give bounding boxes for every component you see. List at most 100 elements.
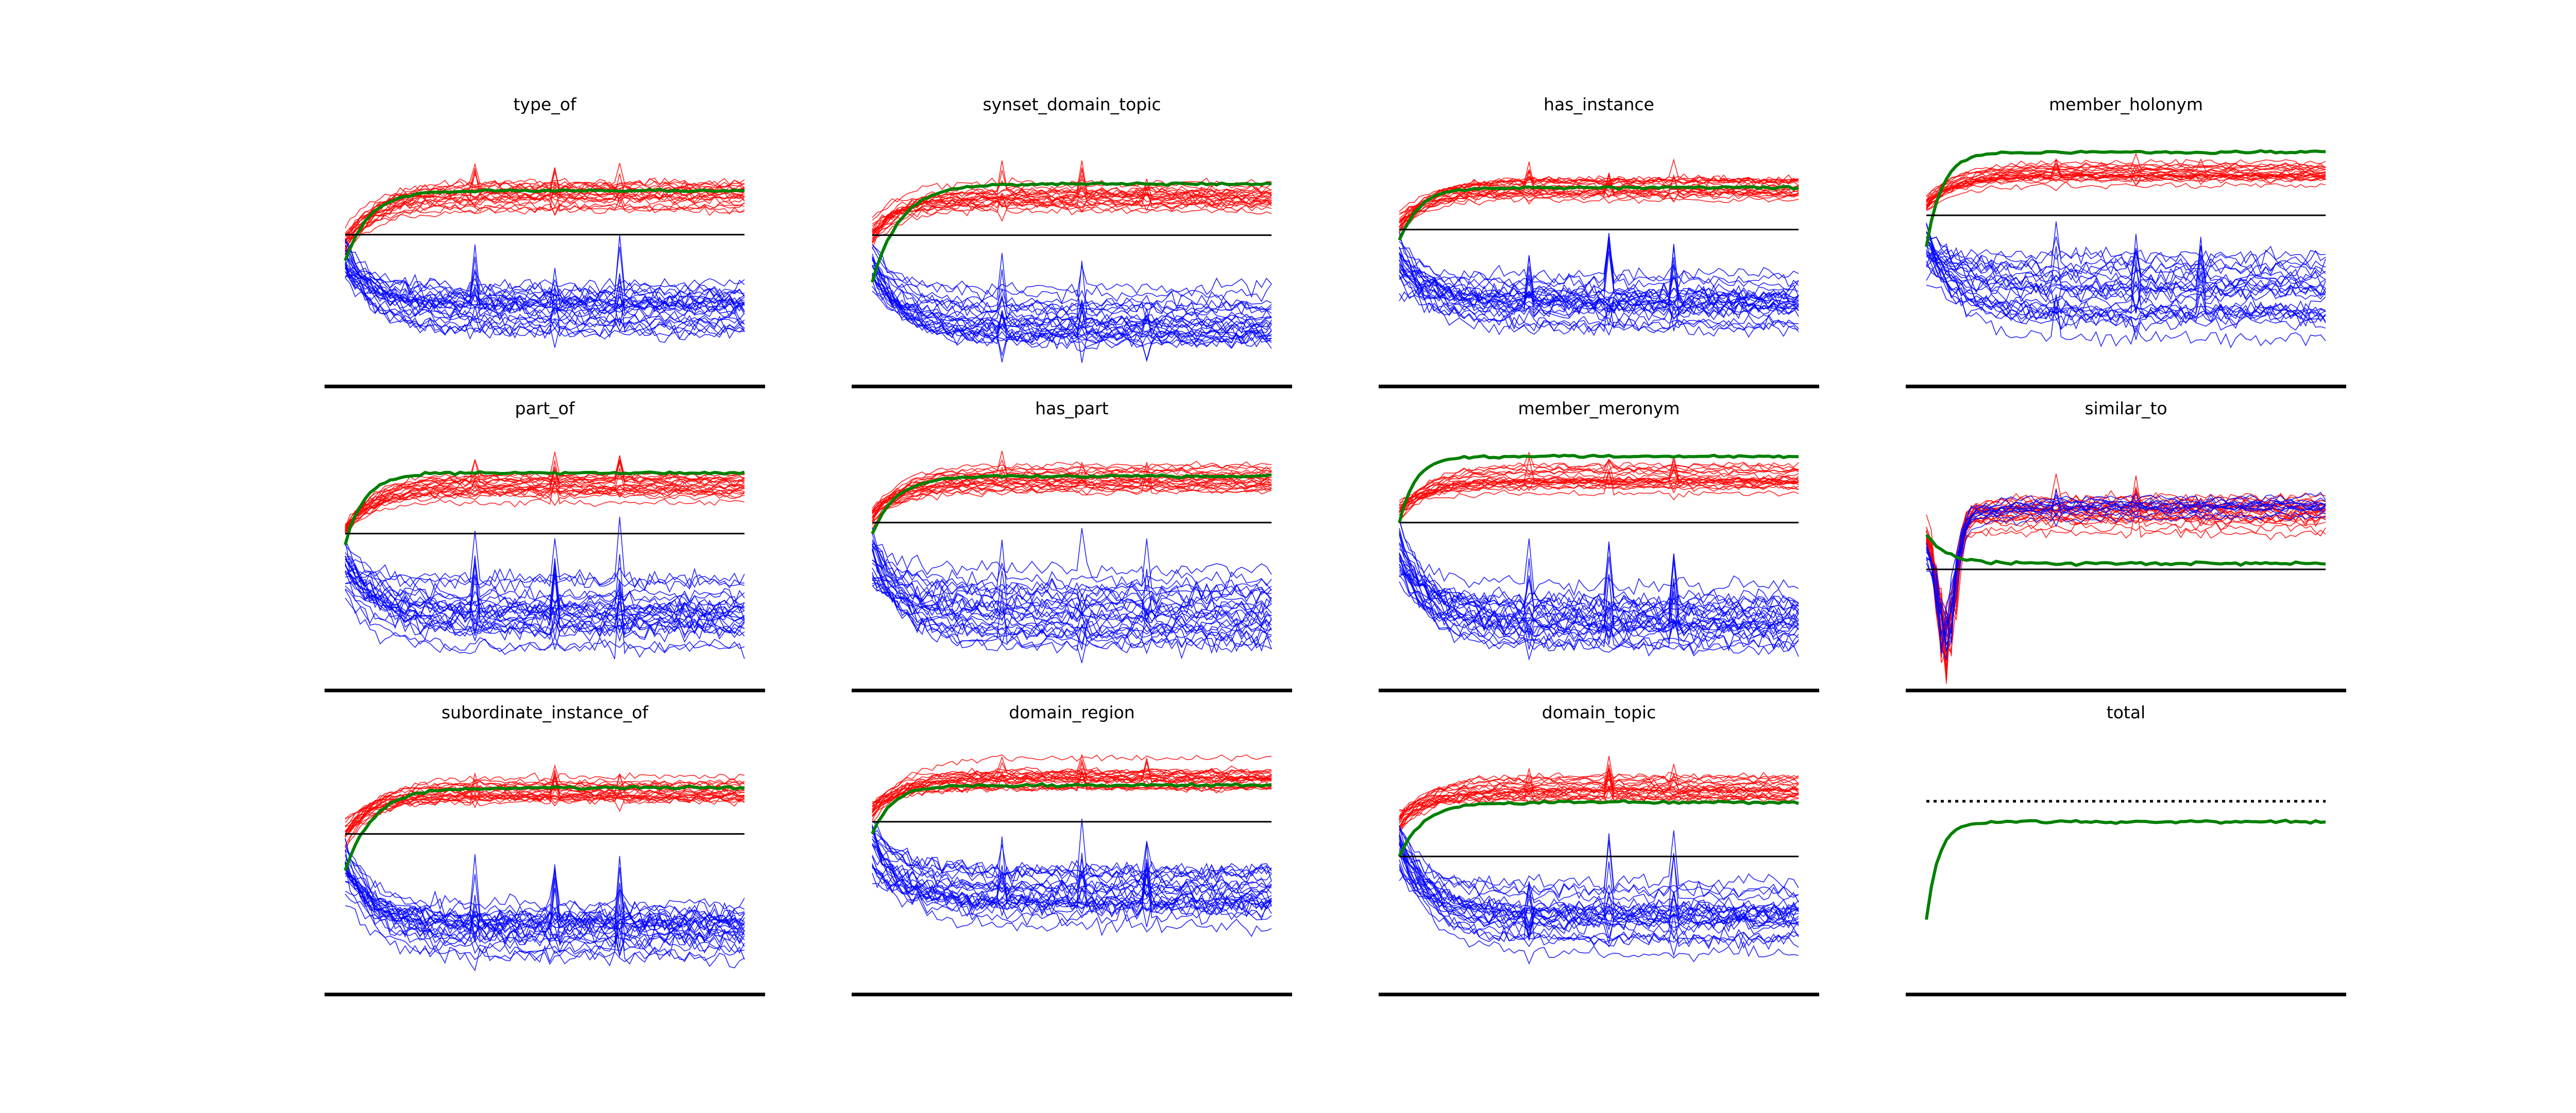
- red-series-line: [1926, 163, 2326, 196]
- red-series-line: [872, 182, 1272, 234]
- panel-title: subordinate_instance_of: [442, 702, 649, 722]
- red-series-line: [1926, 522, 2326, 671]
- green-mean-line: [1398, 453, 1799, 524]
- blue-series-line: [1399, 267, 1799, 307]
- red-series-line: [1399, 466, 1799, 519]
- red-series-line: [872, 189, 1272, 237]
- blue-series-line: [1926, 490, 2326, 660]
- panel-title: domain_region: [1009, 702, 1134, 722]
- red-series-line: [1399, 773, 1799, 820]
- red-series-line: [1399, 788, 1799, 822]
- red-series-line: [1399, 774, 1799, 817]
- blue-series-line: [1926, 492, 2326, 637]
- red-series-line: [1926, 504, 2326, 634]
- blue-series-line: [345, 558, 745, 623]
- red-series-line: [872, 772, 1272, 816]
- blue-series-line: [872, 528, 1272, 591]
- red-series-line: [345, 451, 745, 532]
- red-series-line: [1399, 471, 1799, 513]
- blue-series-line: [1399, 245, 1799, 303]
- blue-series-line: [1926, 224, 2326, 320]
- red-series-line: [345, 791, 745, 846]
- red-series-line: [1399, 768, 1799, 819]
- blue-series-line: [872, 826, 1272, 937]
- blue-series-line: [1926, 236, 2326, 340]
- blue-series-line: [345, 582, 745, 637]
- blue-series-line: [1399, 869, 1799, 940]
- red-series-line: [872, 177, 1272, 221]
- green-mean-line: [871, 181, 1272, 283]
- blue-series-line: [1399, 563, 1799, 644]
- blue-series-line: [872, 539, 1272, 615]
- blue-series-line: [1399, 275, 1799, 318]
- blue-series-line: [872, 539, 1272, 634]
- blue-series-line: [1926, 249, 2326, 310]
- blue-series-line: [1926, 222, 2326, 292]
- blue-series-line: [345, 881, 745, 937]
- red-series-line: [345, 481, 745, 530]
- red-series-line: [872, 762, 1272, 813]
- red-series-line: [872, 462, 1272, 512]
- blue-series-line: [872, 872, 1272, 900]
- blue-series-line: [1399, 519, 1799, 618]
- panel-title: domain_topic: [1542, 702, 1656, 722]
- green-mean-line: [344, 470, 745, 546]
- red-series-line: [345, 461, 745, 531]
- blue-series-line: [1926, 221, 2326, 279]
- blue-series-line: [1399, 850, 1799, 957]
- red-series-line: [345, 459, 745, 528]
- blue-series-line: [1399, 236, 1799, 287]
- blue-series-line: [872, 836, 1272, 911]
- blue-series-line: [872, 582, 1272, 612]
- blue-series-line: [1399, 832, 1799, 944]
- blue-series-line: [1926, 237, 2326, 317]
- blue-series-line: [1399, 257, 1799, 331]
- red-series-line: [1926, 163, 2326, 200]
- blue-series-line: [1399, 538, 1799, 596]
- red-series-line: [872, 765, 1272, 805]
- red-series-line: [872, 192, 1272, 243]
- red-series-line: [1399, 783, 1799, 812]
- blue-series-line: [1926, 496, 2326, 620]
- green-mean-line: [1925, 818, 2326, 920]
- blue-series-line: [872, 550, 1272, 653]
- red-series-line: [1399, 756, 1799, 818]
- panel-title: total: [2107, 702, 2145, 722]
- red-series-line: [1399, 459, 1799, 509]
- blue-series-line: [1926, 266, 2326, 303]
- red-series-line: [872, 175, 1272, 236]
- red-series-line: [872, 470, 1272, 524]
- blue-series-line: [872, 828, 1272, 916]
- red-series-line: [1399, 456, 1799, 512]
- panel-has-part: has_part: [852, 398, 1292, 693]
- blue-series-line: [1399, 242, 1799, 292]
- blue-series-line: [1399, 848, 1799, 916]
- red-series-line: [872, 754, 1272, 818]
- blue-series-line: [345, 865, 745, 945]
- red-series-line: [1399, 181, 1799, 223]
- red-series-line: [1399, 778, 1799, 828]
- blue-series-line: [1926, 246, 2326, 313]
- red-series-line: [1399, 176, 1799, 212]
- red-series-line: [345, 186, 745, 244]
- red-series-line: [872, 477, 1272, 521]
- blue-series-line: [872, 273, 1272, 332]
- blue-series-line: [1399, 257, 1799, 317]
- blue-series-line: [872, 538, 1272, 598]
- blue-series-line: [872, 562, 1272, 646]
- red-series-line: [345, 478, 745, 526]
- blue-series-line: [872, 261, 1272, 327]
- red-series-line: [1399, 174, 1799, 224]
- blue-series-line: [1399, 575, 1799, 661]
- blue-series-line: [1399, 291, 1799, 323]
- blue-series-line: [1926, 245, 2326, 315]
- red-series-line: [872, 768, 1272, 821]
- red-series-line: [345, 795, 745, 819]
- red-series-line: [1399, 478, 1799, 516]
- blue-series-line: [1926, 252, 2326, 323]
- red-series-line: [345, 192, 745, 242]
- panel-member-holonym: member_holonym: [1906, 94, 2346, 389]
- red-series-line: [1926, 162, 2326, 210]
- blue-series-line: [345, 838, 745, 941]
- red-series-line: [1926, 158, 2326, 200]
